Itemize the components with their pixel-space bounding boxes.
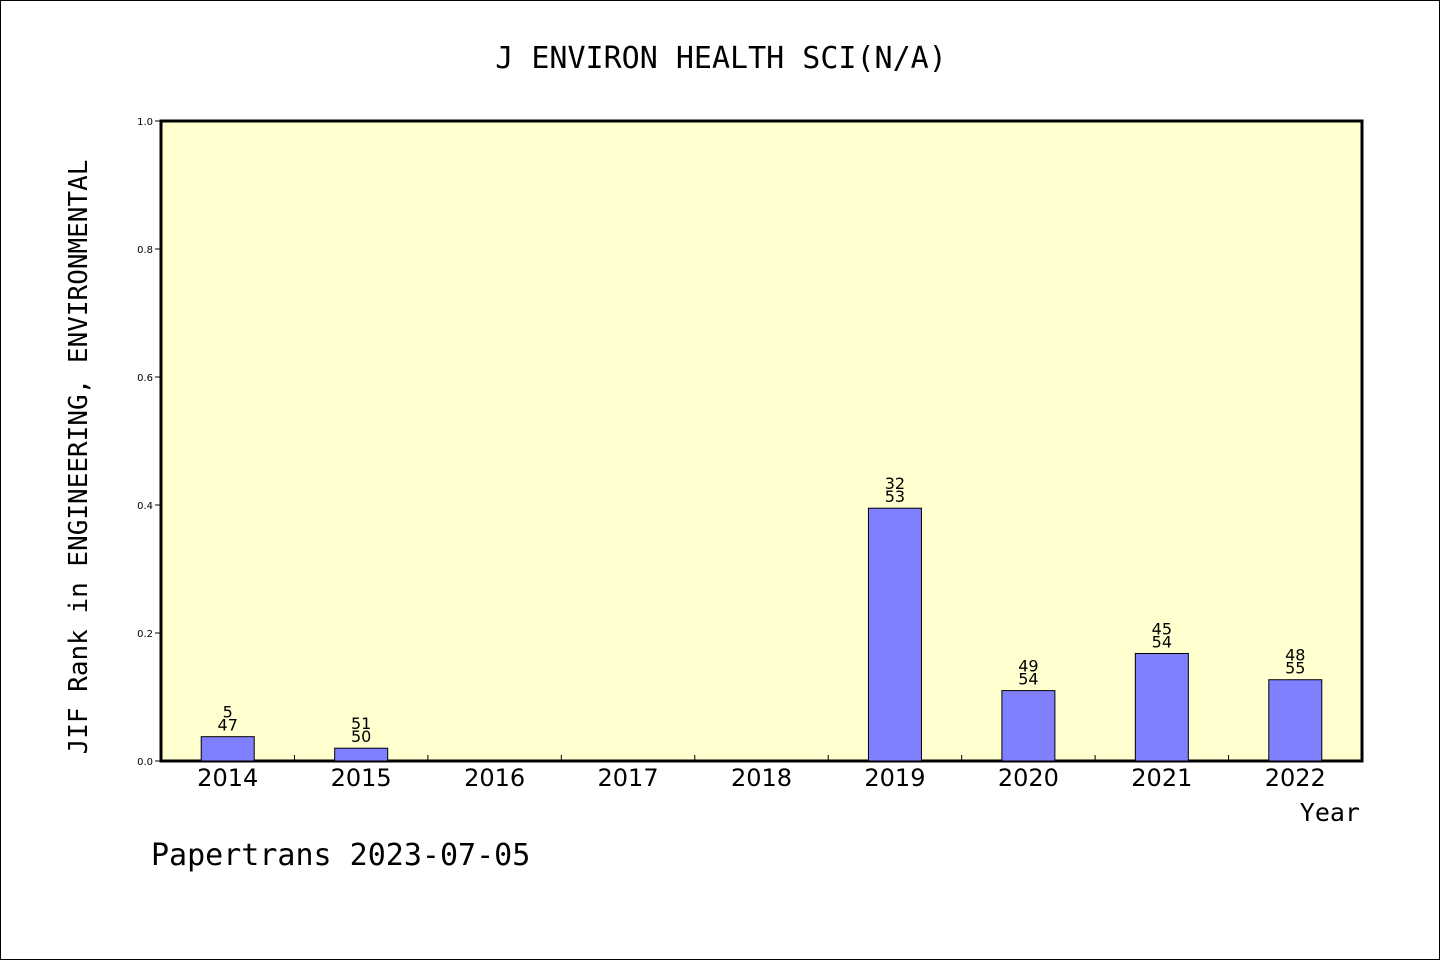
bar-label-rank: 5 (223, 703, 233, 722)
x-tick-labels: 2014 2015 2016 2017 2018 2019 2020 2021 2022 (197, 764, 1326, 792)
bar-label-rank: 32 (885, 474, 905, 493)
bar (334, 747, 389, 762)
bar-label-rank: 48 (1285, 646, 1305, 665)
y-tick-label: 1.0 (137, 117, 153, 128)
bar-label-total: 54 (1152, 632, 1172, 651)
chart-title: J ENVIRON HEALTH SCI(N/A) (495, 41, 947, 76)
x-tick-label: 2019 (864, 764, 925, 792)
bar (1134, 652, 1189, 762)
bar (867, 507, 922, 762)
bar (200, 736, 255, 762)
x-tick-label: 2018 (731, 764, 792, 792)
bar-label-rank: 49 (1018, 657, 1038, 676)
x-tick-label: 2015 (331, 764, 392, 792)
bar-label-total: 47 (218, 716, 238, 735)
y-axis-ticks: 0.0 0.2 0.4 0.6 0.8 1.0 (137, 117, 161, 768)
bar-label-total: 55 (1285, 659, 1305, 678)
bar-label-rank: 51 (351, 714, 371, 733)
y-axis-label: JIF Rank in ENGINEERING, ENVIRONMENTAL (64, 160, 94, 755)
bar-label-total: 53 (885, 487, 905, 506)
y-tick-label: 0.0 (137, 757, 153, 768)
bars-group (200, 507, 1323, 762)
x-axis-ticks (293, 755, 1230, 761)
x-tick-label: 2020 (998, 764, 1059, 792)
bar-label-total: 50 (351, 727, 371, 746)
y-tick-label: 0.2 (137, 629, 153, 640)
y-tick-label: 0.4 (137, 501, 153, 512)
x-tick-label: 2021 (1131, 764, 1192, 792)
bar-label-total: 54 (1018, 670, 1038, 689)
y-tick-label: 0.8 (137, 245, 153, 256)
bar (1268, 679, 1323, 762)
footer-text: Papertrans 2023-07-05 (151, 838, 530, 873)
x-tick-label: 2017 (598, 764, 659, 792)
x-tick-label: 2014 (197, 764, 258, 792)
x-axis-label: Year (1300, 798, 1360, 827)
x-tick-label: 2022 (1265, 764, 1326, 792)
y-tick-label: 0.6 (137, 373, 153, 384)
x-tick-label: 2016 (464, 764, 525, 792)
bar-label-rank: 45 (1152, 619, 1172, 638)
bar (1001, 690, 1056, 762)
